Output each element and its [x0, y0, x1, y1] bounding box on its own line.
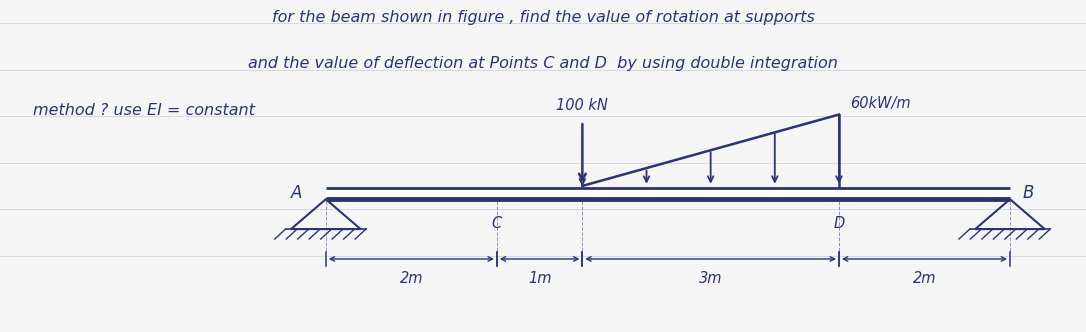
Text: 1m: 1m [528, 271, 552, 286]
Text: D: D [833, 216, 845, 231]
Text: for the beam shown in figure , find the value of rotation at supports: for the beam shown in figure , find the … [272, 10, 814, 25]
Text: A: A [291, 184, 302, 203]
Text: 2m: 2m [400, 271, 424, 286]
Text: B: B [1023, 184, 1034, 203]
Text: 2m: 2m [912, 271, 936, 286]
Text: method ? use EI = constant: method ? use EI = constant [33, 103, 254, 118]
Text: C: C [492, 216, 502, 231]
Bar [326, 188, 1010, 199]
Text: 100 kN: 100 kN [556, 98, 608, 113]
Text: 3m: 3m [699, 271, 722, 286]
Text: 60kW/m: 60kW/m [850, 96, 910, 111]
Text: and the value of deflection at Points C and D  by using double integration: and the value of deflection at Points C … [248, 56, 838, 71]
